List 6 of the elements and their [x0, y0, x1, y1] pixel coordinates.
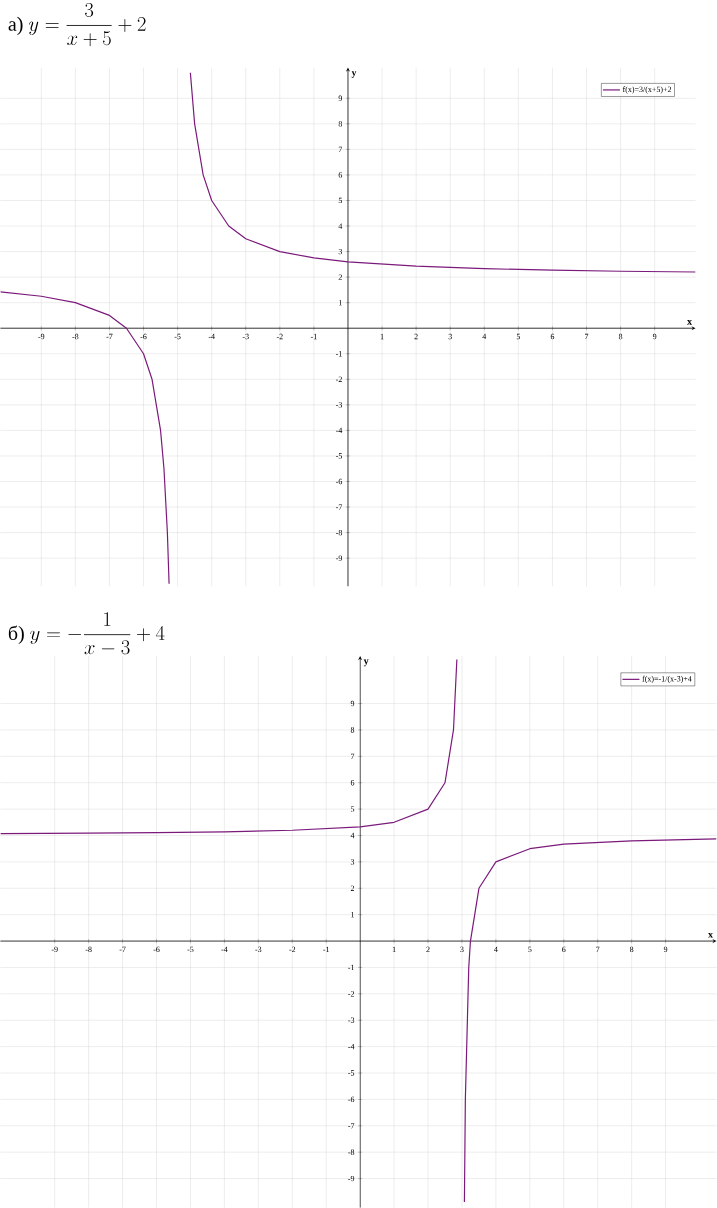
- x-axis-title: x: [707, 932, 713, 938]
- y-axis-title: y: [363, 659, 369, 667]
- x-axis-title: x: [686, 320, 692, 325]
- y-axis-title: y: [351, 71, 357, 78]
- chart-title: $\text{б) }y=-\dfrac{1}{x-3}+4$: [8, 612, 165, 655]
- chart-title: $\text{а) }y=\dfrac{3}{x+5}+2$: [8, 2, 146, 47]
